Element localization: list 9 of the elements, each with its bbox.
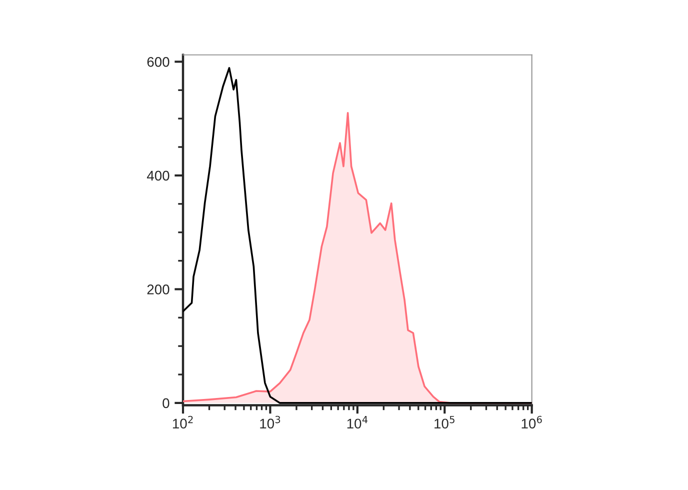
x-tick-label: 10$^{2}$ bbox=[172, 416, 193, 429]
y-tick-label: 600 bbox=[147, 57, 170, 67]
y-tick-label: 0 bbox=[162, 398, 170, 408]
x-tick-label: 10$^{5}$ bbox=[434, 416, 454, 429]
y-tick-label: 200 bbox=[147, 284, 170, 294]
x-tick-label: 10$^{6}$ bbox=[522, 416, 542, 429]
x-tick-label: 10$^{4}$ bbox=[347, 416, 368, 429]
x-tick-label: 10$^{3}$ bbox=[260, 416, 280, 429]
y-tick-label: 400 bbox=[146, 170, 170, 181]
